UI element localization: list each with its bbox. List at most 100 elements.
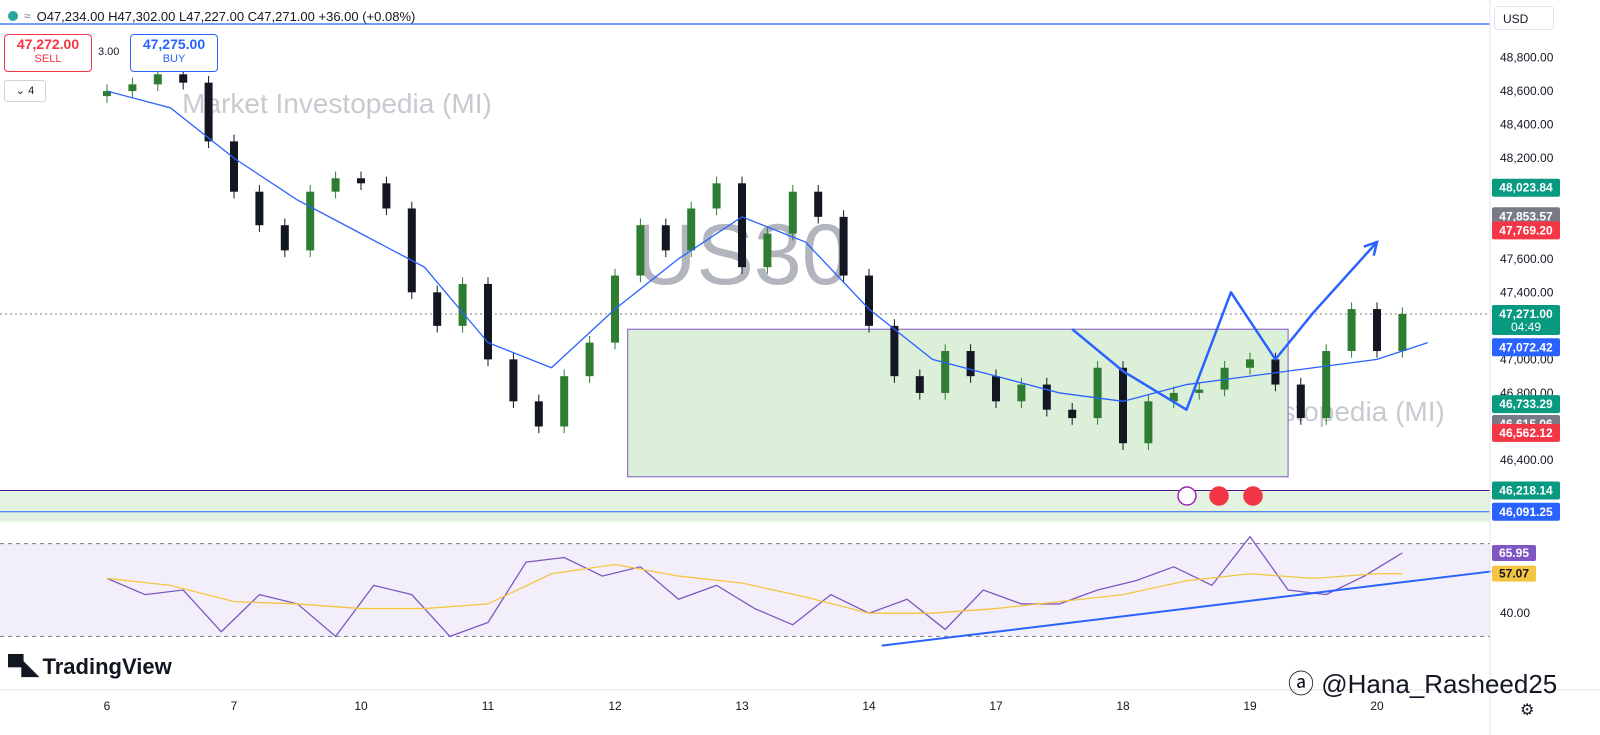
candle-body[interactable] [1220, 367, 1229, 390]
price-axis-badge-text: 47,769.20 [1499, 223, 1553, 237]
tv-logo-icon: ▀◣ [8, 654, 38, 679]
settings-gear-icon[interactable]: ⚙ [1520, 702, 1535, 719]
candle-body[interactable] [433, 292, 442, 326]
candle-body[interactable] [280, 225, 289, 251]
candle-body[interactable] [915, 376, 924, 393]
sell-label: SELL [34, 53, 62, 65]
candle-body[interactable] [1119, 367, 1127, 444]
candle-body[interactable] [1246, 359, 1254, 368]
candle-body[interactable] [1017, 384, 1026, 402]
candle-body[interactable] [890, 325, 899, 377]
candle-body[interactable] [1322, 351, 1331, 419]
collapse-indicators-button[interactable]: ⌄ 4 [4, 80, 46, 102]
candle-body[interactable] [1373, 309, 1381, 352]
rsi-axis-badge-text: 57.07 [1499, 567, 1529, 581]
currency-selector[interactable]: USD [1494, 6, 1554, 30]
candle-body[interactable] [814, 191, 823, 217]
rsi-ma-line[interactable] [106, 563, 1403, 614]
watermark-text-top: Market Investopedia (MI) [182, 88, 492, 119]
candle-body[interactable] [1068, 409, 1077, 419]
candle-body[interactable] [382, 183, 391, 209]
rsi-trendline[interactable] [881, 570, 1492, 647]
dividend-event-icon[interactable] [1177, 486, 1197, 506]
rsi-axis-badge [1492, 565, 1536, 582]
candle-body[interactable] [255, 191, 264, 226]
candle-body[interactable] [865, 275, 873, 326]
price-tick-label: 46,400.00 [1500, 453, 1554, 467]
candle-body[interactable] [1042, 384, 1051, 410]
spread-value: 3.00 [98, 46, 120, 58]
currency-label: USD [1503, 12, 1529, 26]
candle-body[interactable] [1093, 367, 1102, 419]
candle-body[interactable] [1144, 401, 1153, 444]
sell-button[interactable]: 47,272.00 SELL [4, 34, 92, 72]
candle-body[interactable] [966, 351, 975, 377]
us-flag-event-icon[interactable] [1209, 486, 1229, 506]
price-axis-badge-text: 48,023.84 [1499, 181, 1553, 195]
status-dot [8, 11, 18, 21]
threads-icon: ⓐ [1288, 669, 1322, 699]
candle-body[interactable] [1195, 389, 1204, 393]
candle-body[interactable] [153, 74, 162, 85]
projection-path[interactable] [1071, 241, 1378, 411]
tradingview-logo[interactable]: ▀◣ TradingView [8, 654, 172, 680]
price-axis-badge [1492, 221, 1560, 240]
candle-body[interactable] [788, 191, 797, 234]
candle-body[interactable] [1271, 359, 1280, 385]
time-tick-label: 10 [354, 699, 368, 713]
candle-body[interactable] [763, 233, 772, 268]
price-axis-badge [1492, 423, 1560, 442]
candle-body[interactable] [1398, 313, 1407, 352]
candle-body[interactable] [534, 401, 543, 427]
candle-body[interactable] [560, 376, 569, 427]
candle-body[interactable] [509, 359, 518, 402]
price-tick-label: 47,600.00 [1500, 252, 1554, 266]
price-axis-badge-text: 46,562.12 [1499, 426, 1553, 440]
rsi-line[interactable] [106, 535, 1403, 638]
candle-body[interactable] [585, 342, 594, 377]
candle-body[interactable] [1347, 309, 1356, 352]
candle-body[interactable] [661, 225, 670, 251]
price-axis-badge-text: 47,072.42 [1499, 340, 1553, 354]
us-flag-event-icon[interactable] [1243, 486, 1263, 506]
price-axis-badge [1492, 502, 1560, 521]
candle-body[interactable] [179, 74, 188, 83]
candle-body[interactable] [992, 376, 1000, 402]
candle-body[interactable] [331, 178, 340, 192]
candle-body[interactable] [738, 183, 746, 268]
time-tick-label: 6 [104, 699, 111, 713]
rsi-band [0, 543, 1490, 637]
consolidation-zone[interactable] [627, 328, 1289, 478]
price-axis-badge [1492, 395, 1560, 414]
time-tick-label: 14 [862, 699, 876, 713]
moving-average-line[interactable] [106, 90, 1429, 402]
candle-body[interactable] [1169, 392, 1178, 402]
buy-button[interactable]: 47,275.00 BUY [130, 34, 218, 72]
candle-body[interactable] [941, 351, 950, 393]
candle-body[interactable] [712, 183, 721, 209]
price-axis-badge [1492, 178, 1560, 197]
candle-body[interactable] [357, 178, 365, 184]
wave-icon: ≈ [24, 9, 31, 23]
candle-body[interactable] [230, 141, 238, 192]
price-axis-badge [1492, 481, 1560, 500]
price-axis-badge-text: 47,853.57 [1499, 209, 1553, 223]
candle-body[interactable] [306, 191, 315, 251]
candle-body[interactable] [204, 82, 213, 142]
candle-body[interactable] [407, 208, 416, 293]
price-axis-badge-text: 46,733.29 [1499, 397, 1553, 411]
time-tick-label: 19 [1243, 699, 1257, 713]
candle-body[interactable] [103, 91, 111, 97]
candle-body[interactable] [1296, 384, 1305, 419]
sell-price: 47,272.00 [16, 36, 80, 52]
rsi-axis-badge [1492, 544, 1536, 561]
candle-body[interactable] [636, 225, 645, 276]
candle-body[interactable] [458, 283, 467, 326]
candle-body[interactable] [484, 283, 492, 360]
candle-body[interactable] [128, 84, 137, 92]
price-axis-badge [1492, 207, 1560, 226]
candle-body[interactable] [687, 208, 696, 251]
candle-body[interactable] [839, 216, 848, 276]
price-axis-badge-text: 46,091.25 [1499, 505, 1553, 519]
